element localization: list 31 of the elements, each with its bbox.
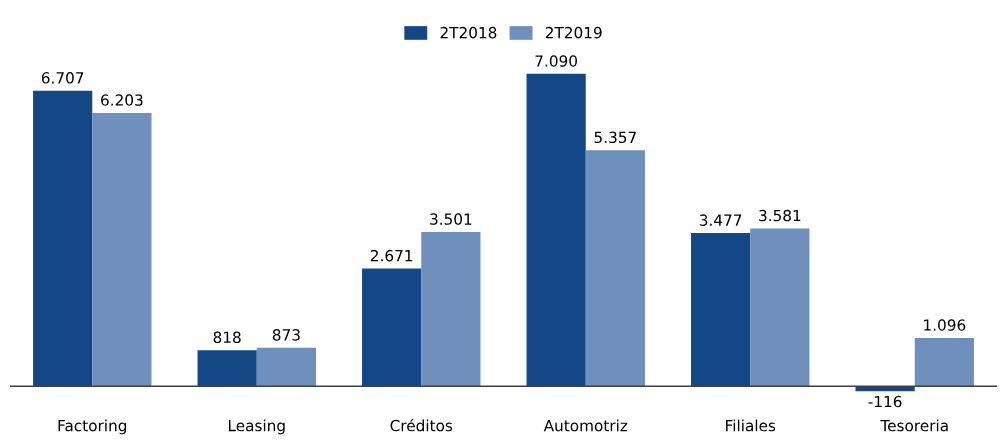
- data-label: -116: [868, 395, 902, 408]
- data-label: 3.501: [430, 213, 472, 225]
- data-label: 7.090: [535, 55, 577, 67]
- data-label: 3.477: [699, 214, 742, 226]
- x-tick-label: Leasing: [228, 419, 285, 435]
- data-label: 6.707: [41, 72, 84, 84]
- bar: [362, 268, 422, 387]
- data-label: 1.096: [924, 319, 966, 331]
- data-label: 818: [213, 331, 241, 344]
- x-tick-label: Filiales: [726, 419, 776, 432]
- x-tick-label: Tesoreria: [880, 419, 948, 432]
- bar: [33, 90, 93, 387]
- data-label: 873: [272, 329, 300, 341]
- bar: [750, 228, 810, 387]
- x-tick-label: Factoring: [58, 419, 127, 435]
- data-label: 6.203: [101, 94, 143, 106]
- bar: [691, 233, 751, 387]
- x-tick-label: Créditos: [390, 418, 453, 432]
- data-label: 2.671: [370, 249, 413, 262]
- x-tick-label: Automotriz: [543, 419, 628, 432]
- bar: [914, 337, 974, 387]
- legend-label: 2T2019: [545, 26, 602, 39]
- bar: [421, 231, 481, 387]
- legend-label: 2T2018: [440, 26, 497, 39]
- bar: [92, 112, 152, 387]
- bar: [585, 150, 645, 387]
- bar: [197, 350, 257, 387]
- bar: [256, 347, 316, 387]
- bar: [526, 73, 586, 387]
- data-label: 3.581: [759, 209, 801, 222]
- data-label: 5.357: [594, 131, 636, 144]
